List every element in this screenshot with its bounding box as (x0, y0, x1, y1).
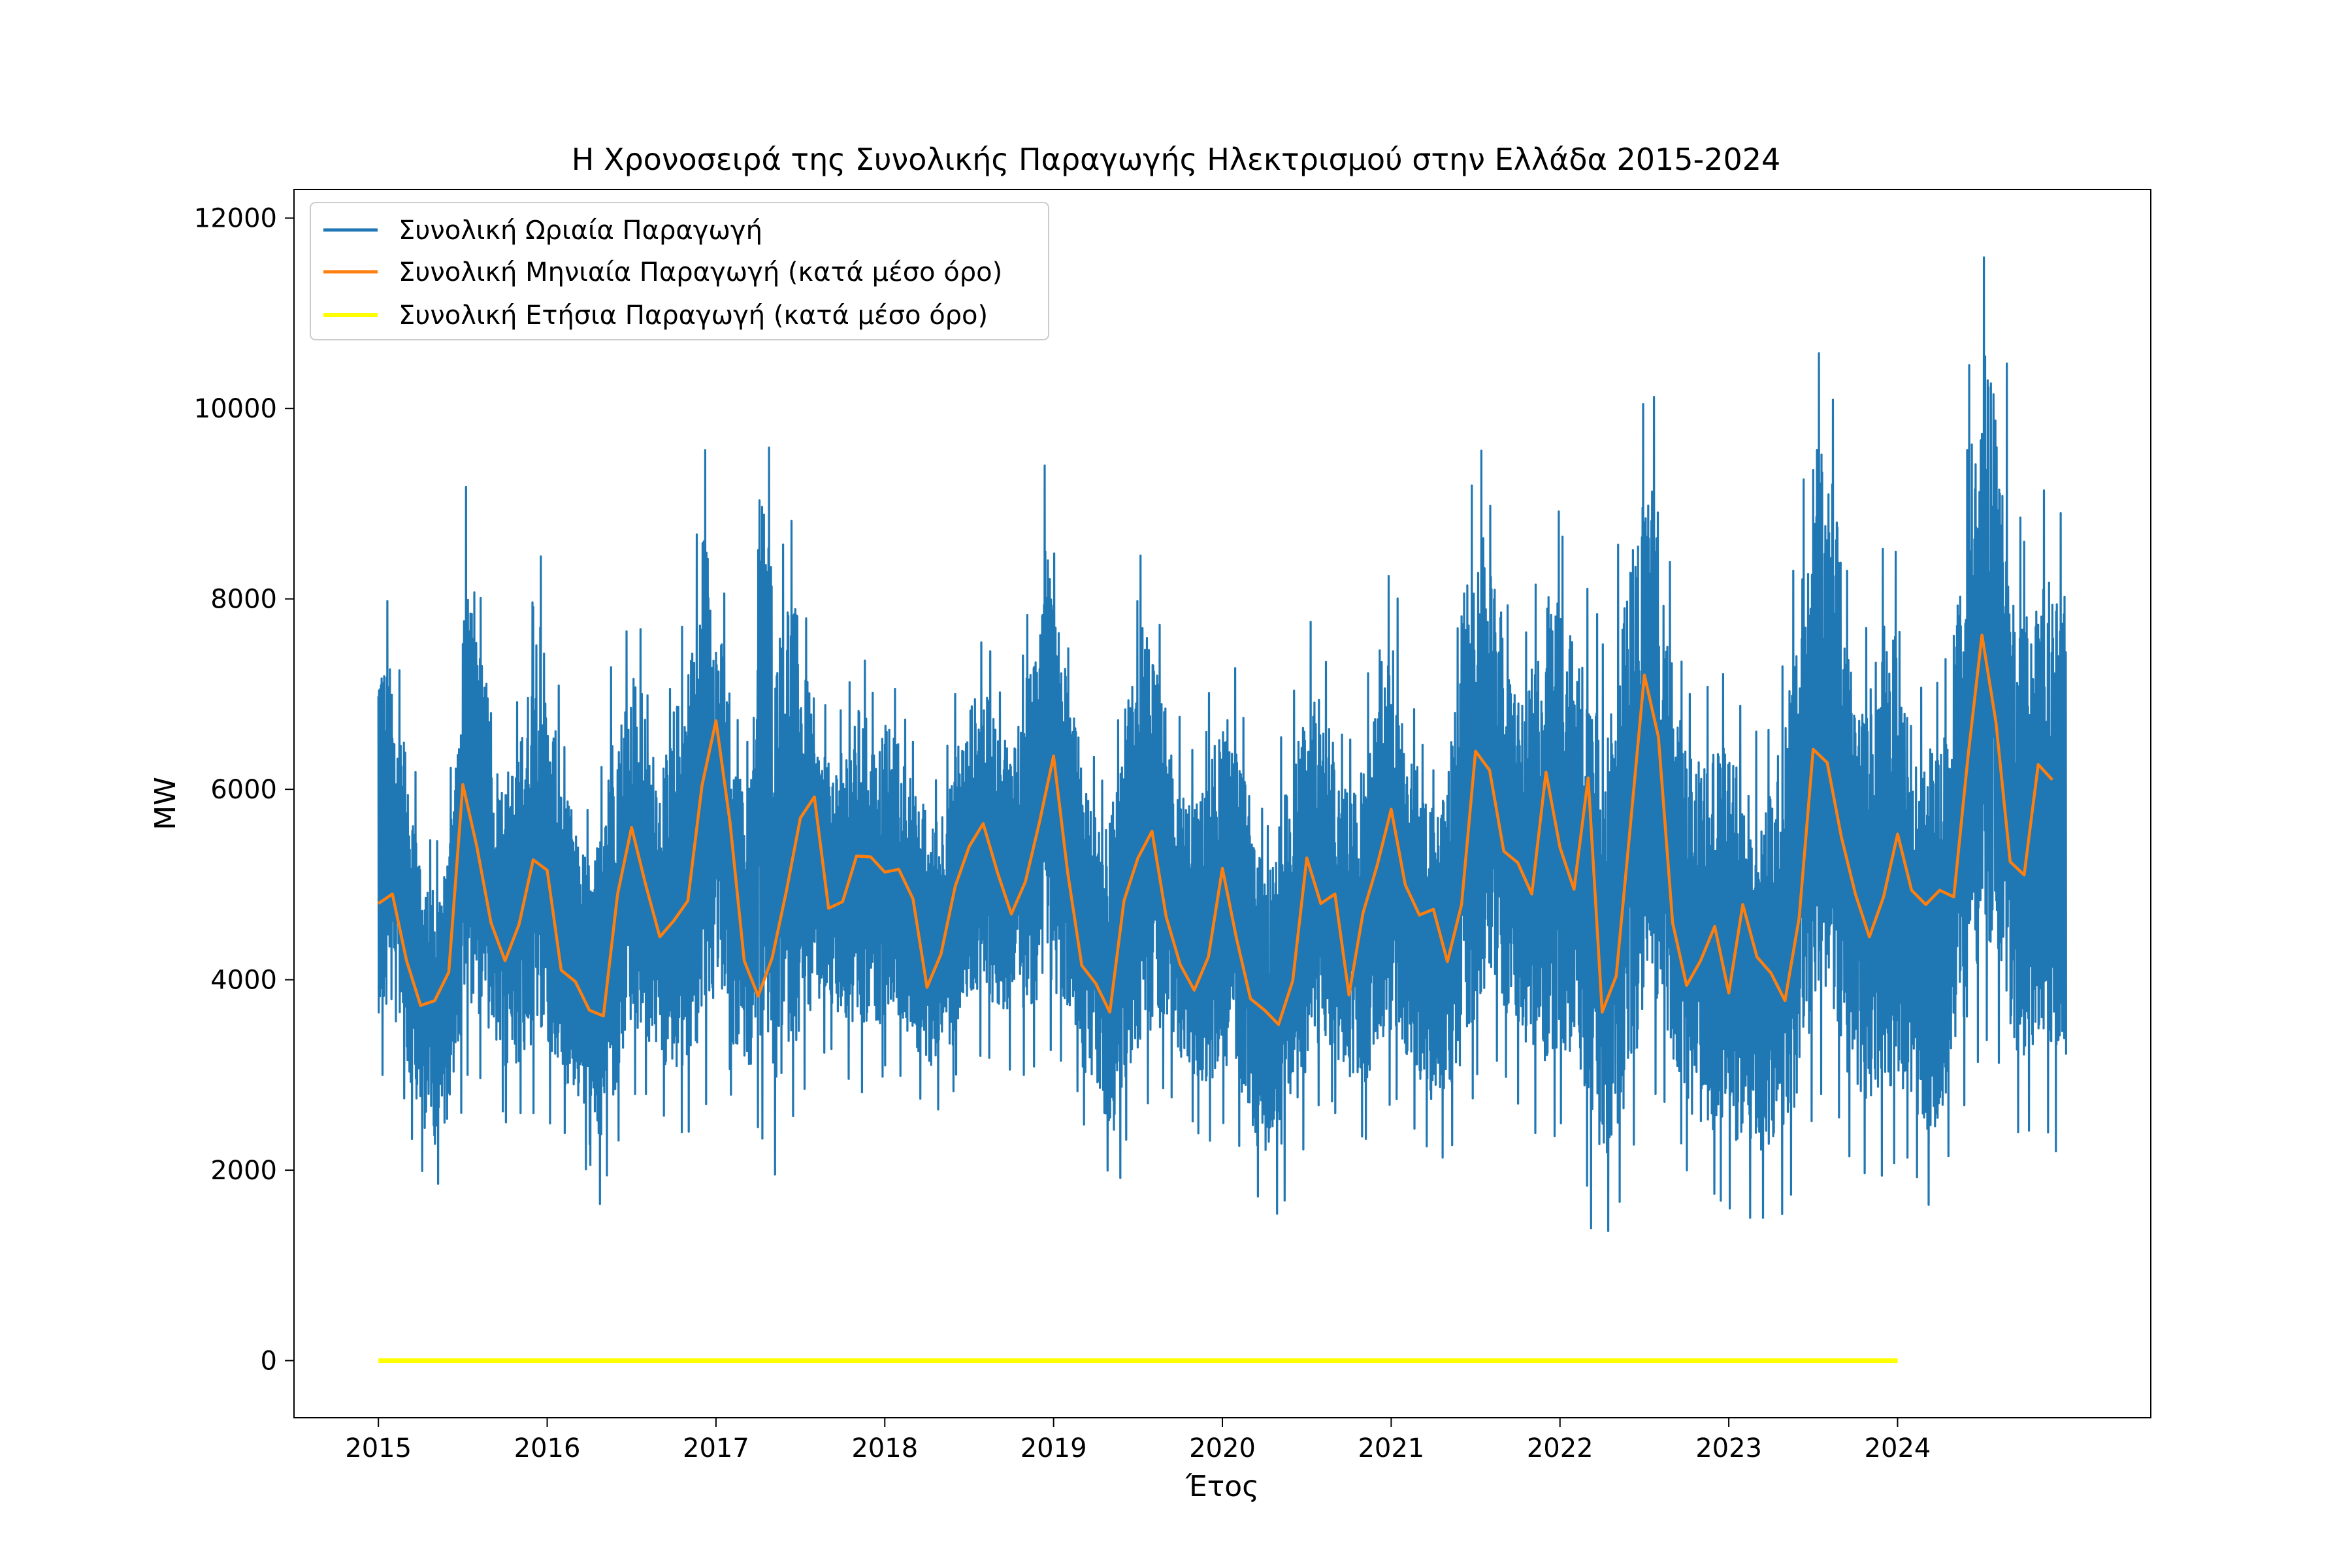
y-axis-label: MW (149, 777, 182, 830)
x-tick-label-2022: 2022 (1527, 1433, 1593, 1463)
y-tick-label-8000: 8000 (210, 585, 277, 615)
y-tick-label-4000: 4000 (210, 966, 277, 996)
y-tick-label-6000: 6000 (210, 775, 277, 805)
legend-label-hourly: Συνολική Ωριαία Παραγωγή (399, 216, 762, 246)
legend: Συνολική Ωριαία Παραγωγή Συνολική Μηνιαί… (310, 202, 1049, 340)
y-axis: 0 2000 4000 6000 8000 10000 12000 (194, 204, 294, 1377)
y-tick-label-12000: 12000 (194, 204, 277, 234)
x-axis: 2015 2016 2017 2018 2019 2020 2021 2022 2023 2024 (345, 1418, 1931, 1463)
x-tick-label-2015: 2015 (345, 1433, 412, 1463)
legend-label-monthly: Συνολική Μηνιαία Παραγωγή (κατά μέσο όρο… (399, 257, 1002, 287)
y-tick-label-2000: 2000 (210, 1156, 277, 1186)
x-tick-label-2020: 2020 (1189, 1433, 1256, 1463)
x-tick-label-2018: 2018 (851, 1433, 918, 1463)
x-tick-label-2024: 2024 (1865, 1433, 1931, 1463)
x-tick-label-2021: 2021 (1358, 1433, 1424, 1463)
x-tick-label-2016: 2016 (514, 1433, 581, 1463)
legend-frame (310, 202, 1049, 340)
chart-title: Η Χρονοσειρά της Συνολικής Παραγωγής Ηλε… (572, 142, 1781, 177)
x-axis-label: Έτος (1185, 1470, 1259, 1503)
x-tick-label-2019: 2019 (1021, 1433, 1087, 1463)
plot-area (293, 189, 2151, 1418)
y-tick-label-0: 0 (261, 1347, 277, 1377)
monthly-series-layer (377, 633, 2054, 1026)
legend-label-yearly: Συνολική Ετήσια Παραγωγή (κατά μέσο όρο) (399, 301, 988, 331)
x-tick-label-2023: 2023 (1695, 1433, 1762, 1463)
y-tick-label-10000: 10000 (194, 394, 277, 424)
x-tick-label-2017: 2017 (683, 1433, 749, 1463)
monthly-series-line (377, 633, 2054, 1026)
